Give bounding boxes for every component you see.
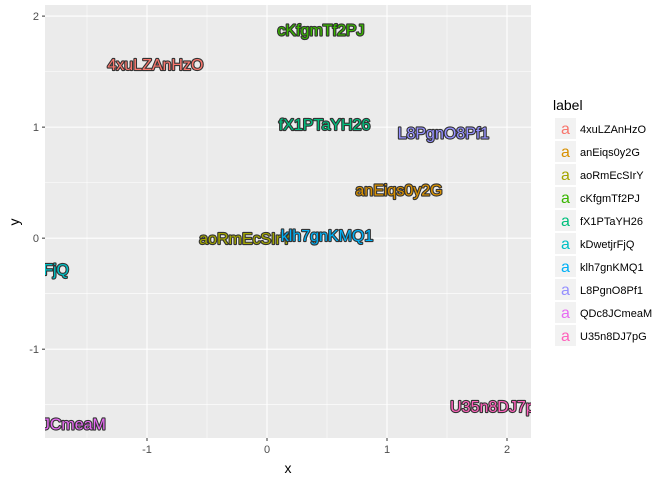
y-tick-label: -1 bbox=[29, 344, 39, 356]
legend: label a 4xuLZAnHzO a anEiqs0y2G a aoRmEcSIrY a… bbox=[553, 97, 652, 346]
legend-key bbox=[555, 210, 576, 231]
legend-key-glyph: a bbox=[561, 305, 570, 322]
point-labels: 4xuLZAnHzO anEiqs0y2G aoRmEcSIrY cKfgmTf2PJ… bbox=[0, 21, 547, 434]
x-axis-ticks: -1 0 1 2 bbox=[142, 438, 510, 456]
x-axis-title: x bbox=[285, 460, 292, 476]
point-label: U35n8DJ7pG bbox=[450, 399, 547, 416]
point-label: anEiqs0y2G bbox=[355, 182, 442, 199]
grid-major bbox=[45, 5, 531, 438]
grid-minor bbox=[45, 5, 531, 438]
legend-key bbox=[555, 302, 576, 323]
point-label: cKfgmTf2PJ bbox=[277, 22, 364, 39]
y-tick-label: 0 bbox=[33, 233, 39, 245]
legend-entry-label: U35n8DJ7pG bbox=[580, 331, 647, 343]
point-label: 4xuLZAnHzO bbox=[107, 57, 203, 74]
legend-key-glyph: a bbox=[561, 213, 570, 230]
legend-key-glyph: a bbox=[561, 121, 570, 138]
point-label: aoRmEcSIrY bbox=[199, 231, 292, 248]
y-tick-label: 1 bbox=[33, 122, 39, 134]
legend-entry-label: anEiqs0y2G bbox=[580, 147, 640, 159]
x-tick-label: -1 bbox=[142, 444, 152, 456]
legend-entry-label: aoRmEcSIrY bbox=[580, 170, 644, 182]
x-tick-label: 1 bbox=[384, 444, 390, 456]
legend-key bbox=[555, 279, 576, 300]
legend-key-glyph: a bbox=[561, 328, 570, 345]
panel-background bbox=[45, 5, 531, 438]
legend-key-glyph: a bbox=[561, 167, 570, 184]
y-tick-label: 2 bbox=[33, 11, 39, 23]
y-axis-ticks: -1 0 1 2 bbox=[29, 11, 45, 356]
legend-key bbox=[555, 141, 576, 162]
legend-entry-label: kDwetjrFjQ bbox=[580, 239, 635, 251]
point-label: QDc8JCmeaM bbox=[1, 417, 106, 434]
legend-key-glyph: a bbox=[561, 282, 570, 299]
legend-key-glyph: a bbox=[561, 236, 570, 253]
legend-key bbox=[555, 325, 576, 346]
legend-key-glyph: a bbox=[561, 190, 570, 207]
legend-title: label bbox=[553, 97, 583, 113]
legend-key bbox=[555, 256, 576, 277]
point-label: kDwetjrFjQ bbox=[0, 262, 69, 279]
legend-entry-label: fX1PTaYH26 bbox=[580, 216, 643, 228]
point-label: fX1PTaYH26 bbox=[279, 117, 371, 134]
legend-entry-label: 4xuLZAnHzO bbox=[580, 124, 646, 136]
x-tick-label: 2 bbox=[504, 444, 510, 456]
legend-entry-label: cKfgmTf2PJ bbox=[580, 193, 640, 205]
legend-key bbox=[555, 118, 576, 139]
legend-key-glyph: a bbox=[561, 259, 570, 276]
legend-entry-label: L8PgnO8Pf1 bbox=[580, 285, 643, 297]
legend-key bbox=[555, 187, 576, 208]
x-tick-label: 0 bbox=[264, 444, 270, 456]
point-label: klh7gnKMQ1 bbox=[281, 228, 374, 245]
legend-key bbox=[555, 164, 576, 185]
legend-entry-label: klh7gnKMQ1 bbox=[580, 262, 644, 274]
legend-key-glyph: a bbox=[561, 144, 570, 161]
legend-entry-label: QDc8JCmeaM bbox=[580, 308, 652, 320]
legend-key bbox=[555, 233, 576, 254]
y-axis-title: y bbox=[6, 219, 22, 226]
point-label: L8PgnO8Pf1 bbox=[398, 126, 490, 143]
plot-panel: 4xuLZAnHzO anEiqs0y2G aoRmEcSIrY cKfgmTf2PJ… bbox=[0, 21, 547, 434]
